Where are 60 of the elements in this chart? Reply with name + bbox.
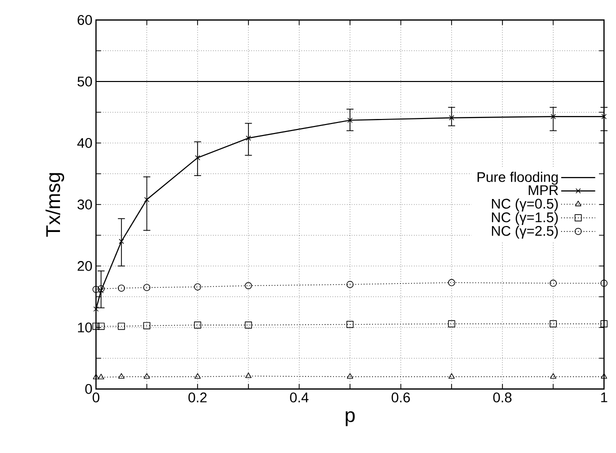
- y-tick-label: 40: [77, 138, 92, 148]
- point: [92, 286, 100, 293]
- point: [346, 373, 354, 379]
- point: [550, 373, 556, 379]
- point: [118, 284, 125, 292]
- point: [98, 288, 104, 294]
- point: [600, 320, 608, 328]
- legend-label: Pure flooding: [478, 172, 558, 185]
- point: [92, 374, 100, 380]
- point: [194, 155, 200, 160]
- y-tick-label: 60: [78, 15, 92, 25]
- point: [550, 320, 557, 328]
- point: [144, 196, 150, 202]
- point: [92, 322, 100, 330]
- y-tick-label: 10: [78, 322, 92, 332]
- point: [346, 280, 354, 288]
- y-axis-title: Tx/msg: [46, 173, 64, 237]
- x-axis-title: p: [346, 411, 355, 426]
- y-tick-label: 30: [78, 200, 92, 210]
- point: [601, 114, 607, 120]
- legend-label: NC (γ=1.5): [492, 212, 558, 226]
- legend-label: MPR: [528, 185, 558, 195]
- legend-label: NC (γ=2.5): [492, 226, 558, 239]
- y-tick-label: 0: [85, 384, 92, 394]
- x-tick-label: 0.6: [392, 392, 410, 402]
- point: [600, 280, 608, 287]
- point: [346, 320, 354, 328]
- y-tick-label: 20: [78, 261, 92, 271]
- point: [448, 320, 456, 328]
- point: [93, 306, 99, 312]
- point: [143, 284, 150, 292]
- point: [448, 279, 456, 286]
- point: [448, 373, 455, 379]
- point: [194, 283, 202, 290]
- point: [550, 280, 557, 287]
- point: [448, 115, 454, 120]
- point: [194, 373, 201, 379]
- y-tick-label: 50: [78, 76, 92, 86]
- x-tick-label: 0.2: [188, 392, 207, 402]
- point: [194, 321, 202, 329]
- point: [118, 373, 125, 379]
- x-tick-label: 0.8: [493, 392, 512, 402]
- point: [244, 321, 252, 329]
- point: [98, 285, 105, 292]
- legend-label: NC (γ=0.5): [492, 198, 558, 212]
- point: [347, 118, 353, 123]
- point: [245, 372, 252, 378]
- point: [98, 374, 104, 380]
- point: [143, 322, 150, 330]
- x-tick-label: 0: [92, 392, 100, 402]
- point: [246, 135, 252, 141]
- point: [118, 238, 124, 244]
- point: [600, 373, 608, 379]
- point: [118, 322, 125, 330]
- point: [244, 282, 252, 290]
- x-tick-label: 0.4: [290, 392, 308, 402]
- point: [550, 114, 556, 120]
- point: [98, 322, 105, 330]
- point: [144, 373, 150, 379]
- x-tick-label: 1: [601, 392, 608, 402]
